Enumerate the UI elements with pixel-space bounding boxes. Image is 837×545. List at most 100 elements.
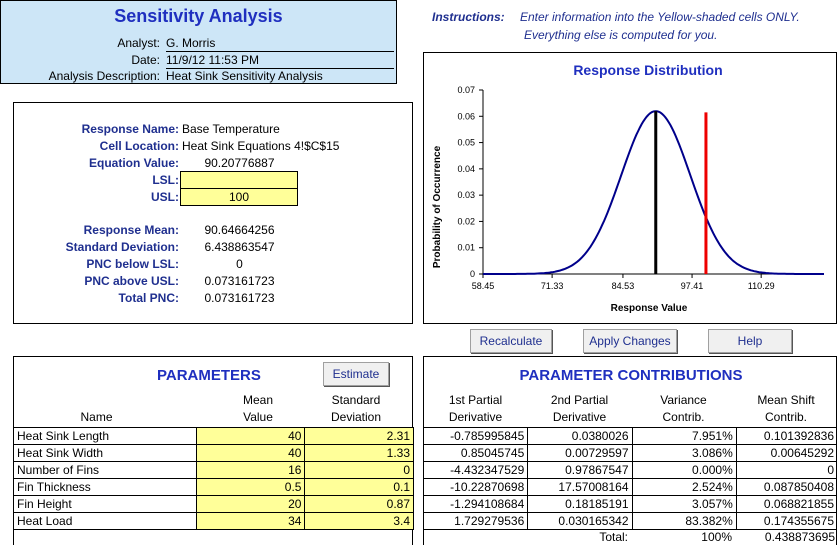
chart-panel: Response Distribution Response Value Pro…: [423, 52, 837, 324]
mean-shift-contribution: 0.068821855: [735, 495, 837, 513]
first-partial-derivative: 0.85045745: [422, 444, 529, 462]
chart-ylabel: Probability of Occurrence: [432, 145, 443, 268]
response-mean-label: Response Mean:: [83, 223, 179, 237]
parameter-sd-input[interactable]: 1.33: [304, 444, 414, 462]
variance-contribution: 83.382%: [631, 512, 737, 530]
help-button[interactable]: Help: [708, 329, 792, 353]
table-row: Fin Thickness 0.5 0.1: [13, 478, 414, 496]
mean-header-1: Mean: [242, 393, 274, 407]
lsl-input[interactable]: [180, 171, 298, 189]
estimate-button[interactable]: Estimate: [323, 362, 389, 386]
second-partial-derivative: 0.030165342: [527, 512, 633, 530]
parameter-mean-input[interactable]: 16: [195, 461, 306, 479]
instructions-label: Instructions:: [432, 10, 505, 24]
variance-contribution: 2.524%: [631, 478, 737, 496]
page-title: Sensitivity Analysis: [114, 6, 283, 26]
table-row: Number of Fins 16 0: [13, 461, 414, 479]
table-row: Heat Sink Length 40 2.31: [13, 427, 414, 445]
second-partial-derivative: 0.00729597: [527, 444, 633, 462]
mean-shift-contribution: 0: [735, 461, 837, 479]
contributions-total-label: Total:: [599, 530, 628, 544]
table-row: Fin Height 20 0.87: [13, 495, 414, 513]
contributions-table: -0.785995845 0.0380026 7.951% 0.101392836 0.…: [422, 427, 837, 530]
description-field[interactable]: Heat Sink Sensitivity Analysis: [166, 69, 323, 83]
mean-shift-header-1: Mean Shift: [757, 393, 815, 407]
mean-shift-total: 0.438873695: [764, 530, 835, 544]
y-tick-label: 0.04: [457, 164, 475, 174]
parameter-mean-input[interactable]: 40: [195, 444, 306, 462]
parameter-sd-input[interactable]: 3.4: [304, 512, 414, 530]
first-partial-header-1: 1st Partial: [448, 393, 503, 407]
parameter-mean-input[interactable]: 40: [195, 427, 306, 445]
parameter-sd-input[interactable]: 0.87: [304, 495, 414, 513]
y-tick-label: 0.05: [457, 138, 475, 148]
second-partial-header-2: Derivative: [552, 410, 607, 424]
pnc-above-usl-value: 0.073161723: [204, 274, 275, 288]
parameter-mean-input[interactable]: 34: [195, 512, 306, 530]
usl-label: USL:: [151, 190, 179, 204]
parameter-mean-input[interactable]: 0.5: [195, 478, 306, 496]
table-row: 1.729279536 0.030165342 83.382% 0.174355675: [422, 512, 837, 530]
apply-changes-button[interactable]: Apply Changes: [583, 329, 677, 353]
response-name-value: Base Temperature: [182, 122, 280, 136]
variance-header-1: Variance: [660, 393, 707, 407]
response-mean-value: 90.64664256: [204, 223, 275, 237]
sd-header-1: Standard: [331, 393, 381, 407]
mean-shift-contribution: 0.174355675: [735, 512, 837, 530]
parameter-name: Heat Load: [13, 512, 197, 530]
sd-header-2: Deviation: [330, 410, 382, 424]
table-row: -10.22870698 17.57008164 2.524% 0.087850408: [422, 478, 837, 496]
second-partial-derivative: 0.0380026: [527, 427, 633, 445]
standard-deviation-label: Standard Deviation:: [65, 240, 179, 254]
instructions-line2: Everything else is computed for you.: [524, 28, 718, 42]
second-partial-derivative: 17.57008164: [527, 478, 633, 496]
date-field[interactable]: 11/9/12 11:53 PM: [166, 52, 394, 69]
y-tick-label: 0.07: [457, 85, 475, 95]
table-row: Heat Sink Width 40 1.33: [13, 444, 414, 462]
cell-location-value: Heat Sink Equations 4!$C$15: [182, 139, 340, 153]
parameter-sd-input[interactable]: 2.31: [304, 427, 414, 445]
equation-value-label: Equation Value:: [88, 156, 179, 170]
mean-shift-header-2: Contrib.: [764, 410, 808, 424]
table-row: -1.294108684 0.18185191 3.057% 0.068821855: [422, 495, 837, 513]
chart-title: Response Distribution: [573, 62, 722, 78]
chart-xlabel: Response Value: [611, 303, 688, 314]
recalculate-button[interactable]: Recalculate: [470, 329, 552, 353]
parameter-name: Number of Fins: [13, 461, 197, 479]
variance-header-2: Contrib.: [662, 410, 705, 424]
y-tick-label: 0.02: [457, 216, 475, 226]
x-tick-label: 110.29: [748, 281, 775, 291]
name-header: Name: [80, 410, 113, 424]
distribution-curve: [483, 110, 824, 275]
parameter-sd-input[interactable]: 0.1: [304, 478, 414, 496]
usl-input[interactable]: 100: [180, 188, 298, 206]
second-partial-header-1: 2nd Partial: [550, 393, 609, 407]
first-partial-derivative: -0.785995845: [422, 427, 529, 445]
response-distribution-chart: Response Distribution Response Value Pro…: [432, 62, 824, 314]
equation-value: 90.20776887: [204, 156, 275, 170]
parameter-mean-input[interactable]: 20: [195, 495, 306, 513]
first-partial-derivative: 1.729279536: [422, 512, 529, 530]
x-tick-label: 97.41: [681, 281, 704, 291]
pnc-above-usl-label: PNC above USL:: [84, 274, 179, 288]
variance-contribution: 3.086%: [631, 444, 737, 462]
x-tick-label: 71.33: [541, 281, 564, 291]
variance-contribution: 3.057%: [631, 495, 737, 513]
x-tick-label: 58.45: [472, 281, 495, 291]
total-pnc-label: Total PNC:: [118, 291, 179, 305]
contributions-title: PARAMETER CONTRIBUTIONS: [519, 367, 743, 384]
parameters-panel: PARAMETERS Estimate Mean Value Standard …: [13, 356, 414, 545]
description-label: Analysis Description:: [48, 69, 160, 83]
y-tick-label: 0: [470, 269, 475, 279]
response-panel: Response Name: Base Temperature Cell Loc…: [13, 102, 413, 324]
table-row: Heat Load 34 3.4: [13, 512, 414, 530]
instructions-line1: Enter information into the Yellow-shaded…: [520, 10, 800, 24]
parameters-title: PARAMETERS: [157, 367, 261, 384]
table-row: -4.432347529 0.97867547 0.000% 0: [422, 461, 837, 479]
analyst-field[interactable]: G. Morris: [166, 35, 394, 52]
total-pnc-value: 0.073161723: [204, 291, 275, 305]
parameter-name: Heat Sink Width: [13, 444, 197, 462]
parameter-sd-input[interactable]: 0: [304, 461, 414, 479]
x-tick-label: 84.53: [612, 281, 635, 291]
first-partial-derivative: -10.22870698: [422, 478, 529, 496]
